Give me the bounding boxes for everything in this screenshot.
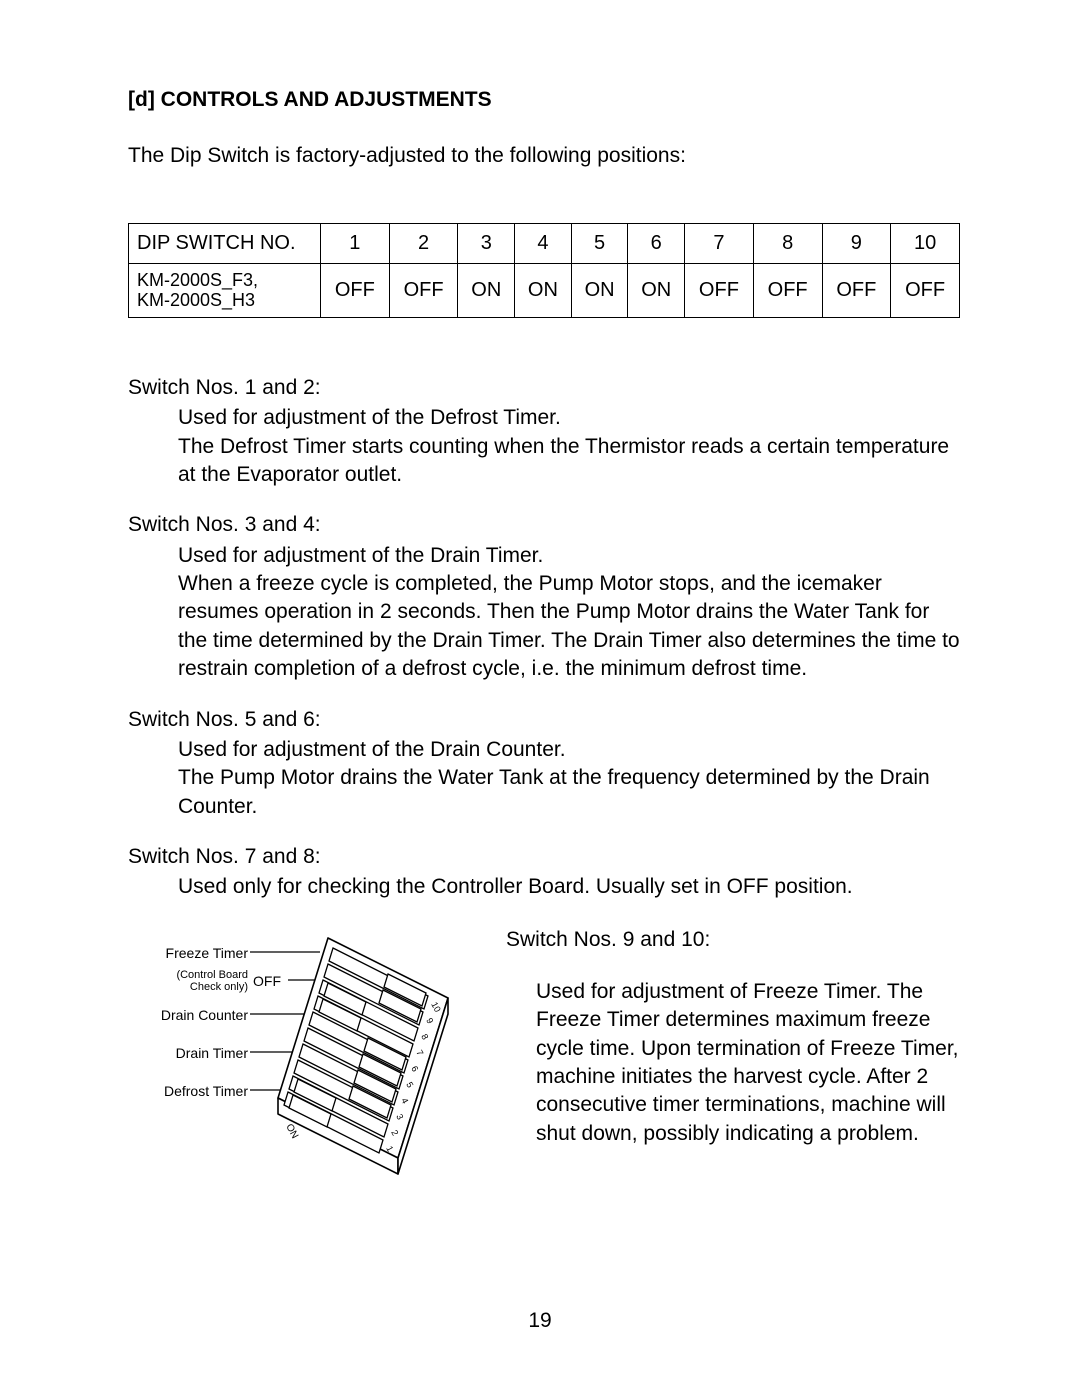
page: [d] CONTROLS AND ADJUSTMENTS The Dip Swi…: [0, 0, 1080, 1397]
col-7: 7: [685, 223, 754, 263]
col-6: 6: [628, 223, 685, 263]
switch-head: Switch Nos. 7 and 8:: [128, 843, 960, 871]
switch-body: Used for adjustment of Freeze Timer. The…: [506, 978, 960, 1148]
col-1: 1: [321, 223, 390, 263]
val-4: ON: [515, 263, 572, 317]
val-3: ON: [458, 263, 515, 317]
header-label-cell: DIP SWITCH NO.: [129, 223, 321, 263]
col-4: 4: [515, 223, 572, 263]
col-10: 10: [891, 223, 960, 263]
page-number: 19: [0, 1307, 1080, 1335]
switch-body: Used only for checking the Controller Bo…: [128, 873, 960, 901]
switch-head: Switch Nos. 5 and 6:: [128, 706, 960, 734]
switch-head: Switch Nos. 1 and 2:: [128, 374, 960, 402]
val-1: OFF: [321, 263, 390, 317]
switch-descriptions: Switch Nos. 1 and 2: Used for adjustment…: [128, 374, 960, 902]
switch-body: Used for adjustment of the Drain Counter…: [128, 736, 960, 821]
dip-switch-diagram: Freeze Timer (Control Board Check only) …: [128, 926, 478, 1186]
bottom-row: Freeze Timer (Control Board Check only) …: [128, 926, 960, 1186]
switch-head: Switch Nos. 9 and 10:: [506, 926, 960, 954]
dip-switch-table: DIP SWITCH NO. 1 2 3 4 5 6 7 8 9 10 KM-2…: [128, 223, 960, 318]
dip-switch-icon: 10 9 8 7 6 5 4 3 2 1 ON: [128, 926, 478, 1186]
val-7: OFF: [685, 263, 754, 317]
intro-text: The Dip Switch is factory-adjusted to th…: [128, 142, 960, 170]
switch-9-10: Switch Nos. 9 and 10: Used for adjustmen…: [506, 926, 960, 1186]
switch-body: Used for adjustment of the Defrost Timer…: [128, 404, 960, 489]
val-2: OFF: [389, 263, 458, 317]
label-on: ON: [283, 1122, 300, 1140]
val-9: OFF: [822, 263, 891, 317]
switch-body: Used for adjustment of the Drain Timer. …: [128, 542, 960, 684]
col-8: 8: [753, 223, 822, 263]
table-header-row: DIP SWITCH NO. 1 2 3 4 5 6 7 8 9 10: [129, 223, 960, 263]
section-title: [d] CONTROLS AND ADJUSTMENTS: [128, 86, 960, 114]
col-3: 3: [458, 223, 515, 263]
switch-3-4: Switch Nos. 3 and 4: Used for adjustment…: [128, 511, 960, 683]
val-10: OFF: [891, 263, 960, 317]
model-cell: KM-2000S_F3, KM-2000S_H3: [129, 263, 321, 317]
switch-5-6: Switch Nos. 5 and 6: Used for adjustment…: [128, 706, 960, 821]
col-2: 2: [389, 223, 458, 263]
val-6: ON: [628, 263, 685, 317]
col-9: 9: [822, 223, 891, 263]
val-5: ON: [571, 263, 628, 317]
switch-7-8: Switch Nos. 7 and 8: Used only for check…: [128, 843, 960, 902]
val-8: OFF: [753, 263, 822, 317]
table-row: KM-2000S_F3, KM-2000S_H3 OFF OFF ON ON O…: [129, 263, 960, 317]
switch-1-2: Switch Nos. 1 and 2: Used for adjustment…: [128, 374, 960, 489]
col-5: 5: [571, 223, 628, 263]
switch-head: Switch Nos. 3 and 4:: [128, 511, 960, 539]
